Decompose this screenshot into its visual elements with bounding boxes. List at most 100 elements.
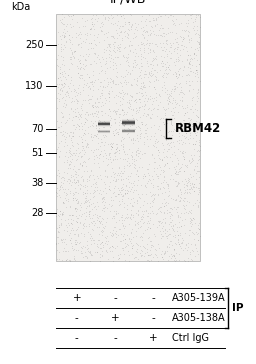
Point: [81, 65, 85, 71]
Point: [114, 231, 119, 237]
Point: [135, 90, 139, 96]
Point: [188, 107, 192, 112]
Point: [129, 238, 133, 244]
Point: [162, 79, 166, 85]
Point: [88, 250, 92, 256]
Point: [173, 178, 177, 183]
Point: [156, 107, 160, 112]
Point: [147, 83, 151, 89]
Point: [189, 116, 194, 122]
Point: [173, 104, 177, 110]
Point: [145, 166, 149, 172]
Point: [188, 68, 192, 74]
Point: [106, 14, 110, 20]
Point: [88, 249, 92, 255]
Point: [59, 109, 63, 115]
Point: [73, 241, 77, 247]
Point: [87, 141, 91, 147]
Point: [125, 116, 129, 122]
Point: [168, 238, 172, 244]
Point: [131, 106, 135, 112]
Point: [165, 141, 169, 147]
Point: [80, 178, 84, 183]
Point: [190, 247, 194, 253]
Point: [181, 117, 185, 123]
Point: [172, 48, 176, 54]
Point: [121, 122, 125, 128]
Point: [152, 133, 156, 139]
Point: [68, 21, 72, 27]
Point: [65, 191, 69, 197]
Point: [106, 151, 111, 157]
Point: [73, 179, 78, 185]
Point: [150, 111, 154, 116]
Point: [76, 56, 80, 62]
Point: [165, 161, 169, 166]
Point: [114, 243, 119, 249]
Point: [98, 79, 102, 85]
Point: [105, 34, 109, 40]
Point: [140, 103, 144, 109]
Point: [148, 204, 152, 210]
Point: [190, 217, 194, 222]
Point: [71, 82, 75, 88]
Point: [125, 34, 129, 40]
Point: [119, 28, 123, 33]
Point: [144, 92, 148, 98]
Point: [109, 159, 113, 165]
Point: [165, 249, 169, 254]
Point: [107, 201, 111, 207]
Point: [108, 75, 112, 81]
Point: [190, 78, 195, 84]
Point: [133, 222, 137, 228]
Point: [178, 65, 182, 71]
Point: [124, 190, 129, 195]
Point: [57, 229, 61, 235]
Point: [117, 25, 121, 31]
Point: [162, 196, 166, 202]
Point: [169, 219, 173, 225]
Point: [165, 154, 169, 160]
Point: [92, 26, 97, 32]
Point: [122, 149, 126, 155]
Point: [145, 246, 149, 252]
Point: [105, 205, 109, 211]
Point: [84, 144, 88, 150]
Point: [124, 111, 129, 117]
Point: [106, 238, 110, 244]
Point: [78, 75, 82, 81]
Point: [114, 177, 118, 182]
Point: [103, 13, 108, 19]
Point: [100, 119, 104, 125]
Point: [176, 146, 180, 152]
Point: [89, 237, 93, 243]
Point: [65, 130, 69, 136]
Point: [169, 118, 173, 124]
Point: [159, 23, 163, 28]
Point: [156, 77, 160, 83]
Point: [167, 226, 171, 232]
Point: [64, 222, 68, 228]
Point: [135, 197, 139, 202]
Point: [133, 136, 137, 142]
Point: [126, 188, 131, 194]
Point: [58, 208, 62, 214]
Point: [190, 123, 194, 129]
Point: [153, 73, 157, 79]
Point: [132, 156, 136, 162]
Point: [85, 140, 89, 146]
Point: [180, 105, 185, 111]
Point: [133, 165, 137, 171]
Point: [188, 215, 193, 221]
Point: [161, 257, 165, 262]
Point: [102, 96, 106, 102]
Point: [110, 145, 114, 150]
Point: [171, 21, 175, 27]
Point: [69, 139, 73, 145]
Point: [131, 115, 135, 120]
Point: [178, 166, 182, 171]
Point: [93, 16, 97, 22]
Point: [179, 84, 183, 90]
Point: [169, 195, 173, 201]
Point: [145, 213, 149, 218]
